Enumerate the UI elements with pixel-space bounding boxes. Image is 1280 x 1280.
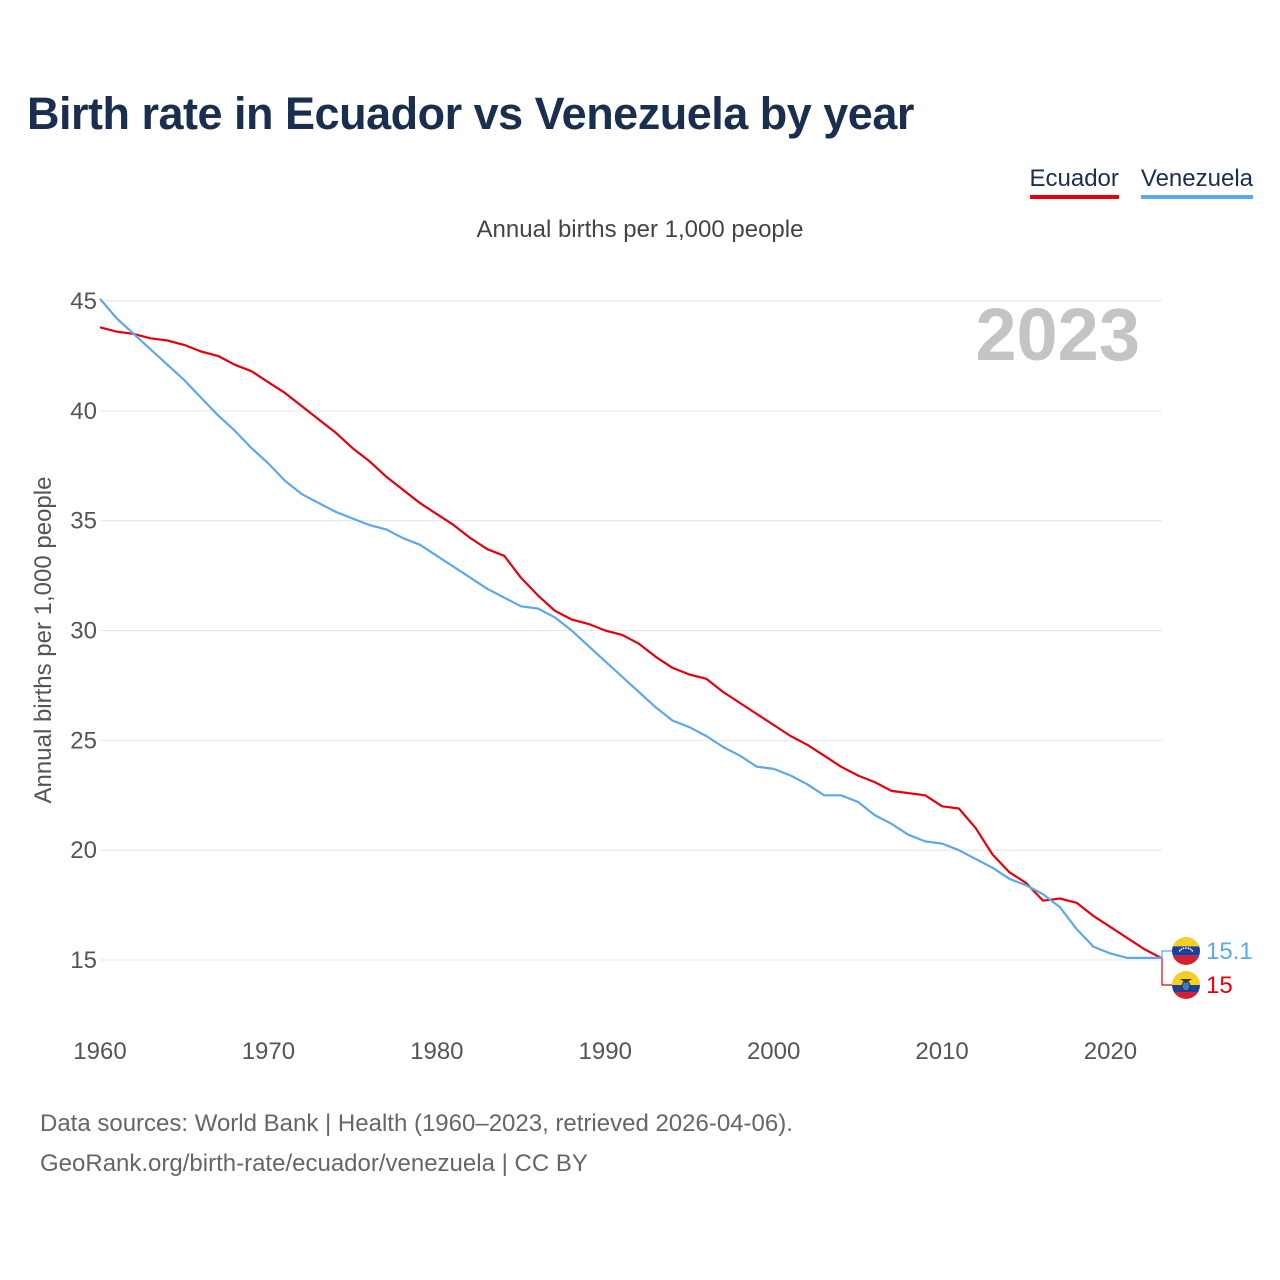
x-tick-label: 1990 [579, 1038, 632, 1065]
end-labels: 15 15.1 [1161, 937, 1253, 999]
x-tick-label: 2000 [747, 1038, 800, 1065]
year-label: 2023 [975, 293, 1140, 376]
x-tick-label: 2010 [915, 1038, 968, 1065]
legend-item-venezuela[interactable]: Venezuela [1140, 165, 1253, 199]
credit-link[interactable]: GeoRank.org/birth-rate/ecuador/venezuela… [40, 1150, 588, 1177]
chart-title: Birth rate in Ecuador vs Venezuela by ye… [27, 88, 914, 139]
x-tick-label: 1970 [242, 1038, 295, 1065]
series-lines [99, 298, 1162, 960]
end-connector [1161, 950, 1173, 959]
end-connector [1161, 957, 1173, 986]
ecuador-flag-icon [1172, 971, 1200, 999]
end-value-label-venezuela: 15.1 [1206, 938, 1253, 965]
x-tick-label: 1960 [73, 1038, 126, 1065]
footer: Data sources: World Bank | Health (1960–… [40, 1104, 793, 1184]
end-value-label-ecuador: 15 [1206, 972, 1233, 999]
legend: Ecuador Venezuela [1029, 165, 1253, 199]
y-axis-ticks: 15 20 25 30 35 40 45 [70, 288, 97, 974]
y-tick-label: 45 [70, 288, 97, 315]
series-line-venezuela[interactable] [99, 298, 1161, 960]
venezuela-flag-icon [1172, 937, 1200, 965]
data-sources-note: Data sources: World Bank | Health (1960–… [40, 1110, 793, 1137]
chart-subtitle: Annual births per 1,000 people [476, 216, 804, 243]
gridlines [100, 300, 1162, 961]
x-tick-label: 2020 [1084, 1038, 1137, 1065]
y-axis-label: Annual births per 1,000 people [30, 477, 57, 804]
y-tick-label: 20 [70, 837, 97, 864]
y-tick-label: 30 [70, 618, 97, 645]
y-tick-label: 25 [70, 727, 97, 754]
y-tick-label: 40 [70, 398, 97, 425]
series-line-ecuador[interactable] [99, 326, 1162, 959]
y-tick-label: 35 [70, 508, 97, 535]
x-tick-label: 1980 [410, 1038, 463, 1065]
legend-item-ecuador[interactable]: Ecuador [1029, 165, 1119, 199]
y-tick-label: 15 [70, 947, 97, 974]
x-axis-ticks: 1960 1970 1980 1990 2000 2010 2020 [73, 1038, 1137, 1065]
